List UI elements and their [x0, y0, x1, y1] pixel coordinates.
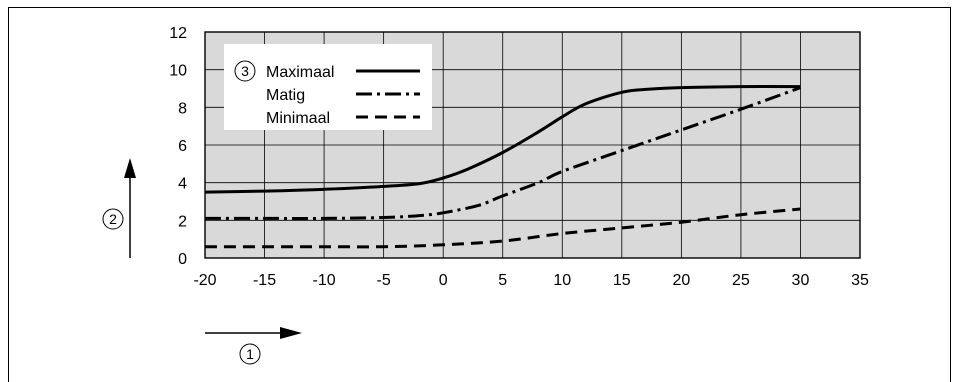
y-tick-label: 2 [178, 213, 187, 230]
series-line-maximaal [204, 85, 801, 194]
x-tick-label: 10 [553, 272, 571, 289]
plot-frame [204, 31, 861, 259]
legend-marker-digit: 3 [241, 63, 249, 79]
x-tick-label: 0 [439, 272, 448, 289]
y-tick-label: 6 [178, 138, 187, 155]
x-tick-label: 5 [498, 272, 507, 289]
x-tick-label: -15 [253, 272, 276, 289]
legend-label-maximaal: Maximaal [266, 64, 334, 81]
series-line-matig [205, 86, 802, 220]
series-layer [204, 85, 802, 249]
y-tick-label: 10 [169, 63, 187, 80]
y-tick-label: 4 [178, 176, 187, 193]
x-tick-label: -10 [313, 272, 336, 289]
legend-label-matig: Matig [266, 87, 305, 104]
x-axis-label-group: ① 1 [205, 327, 302, 365]
legend-label-minimaal: Minimaal [266, 110, 330, 127]
x-tick-label: 25 [732, 272, 750, 289]
x-tick-label: -20 [193, 272, 216, 289]
legend-marker-circle [234, 60, 256, 82]
x-tick-label: -5 [377, 272, 391, 289]
y-tick-label: 8 [178, 100, 187, 117]
series-line-minimaal [205, 207, 801, 249]
x-tick-label: 35 [851, 272, 869, 289]
x-tick-label: 30 [792, 272, 810, 289]
y-tick-label: 0 [178, 251, 187, 268]
x-axis-label-circle [239, 343, 261, 365]
x-tick-label: 20 [672, 272, 690, 289]
y-axis-label-group: ② 2 [102, 158, 136, 258]
x-axis-arrow-head [280, 327, 302, 339]
x-tick-label: 15 [613, 272, 631, 289]
x-axis-label-digit: 1 [246, 346, 254, 362]
y-axis-label-circle [102, 208, 124, 230]
tick-labels: -20 -15 -10 -5 0 5 10 15 20 25 30 35 0 2 4 6 8 10 12 [169, 25, 869, 289]
y-axis-label-digit: 2 [109, 211, 117, 227]
y-tick-label: 12 [169, 25, 187, 42]
y-axis-arrow-head [124, 158, 136, 178]
